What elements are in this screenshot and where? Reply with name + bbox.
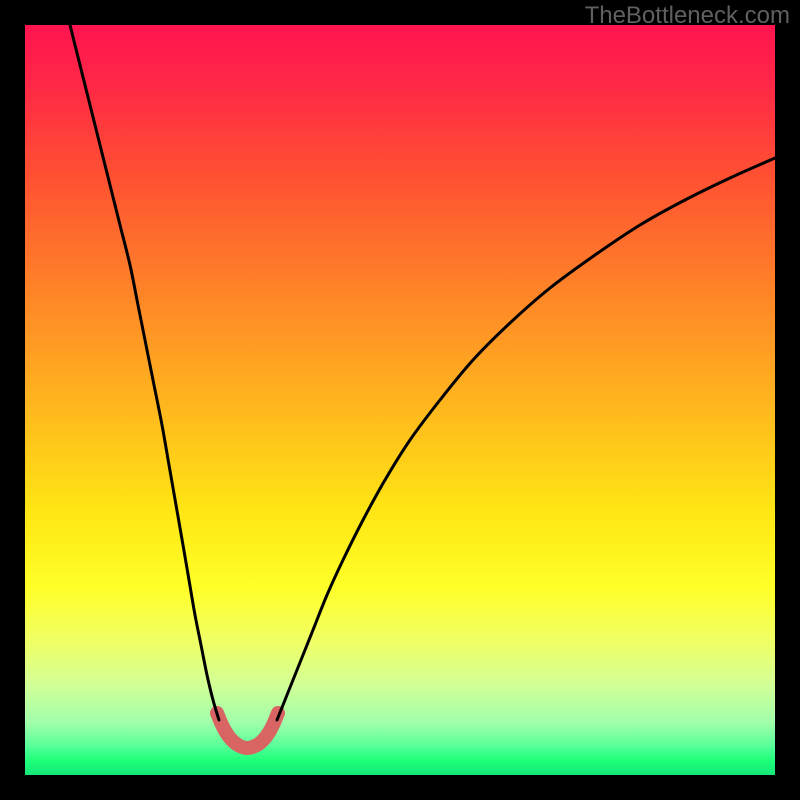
plot-area [25,25,775,775]
bottom-green-strip [25,747,775,775]
watermark-text: TheBottleneck.com [585,2,790,30]
gradient-background [25,25,775,775]
chart-svg [25,25,775,775]
